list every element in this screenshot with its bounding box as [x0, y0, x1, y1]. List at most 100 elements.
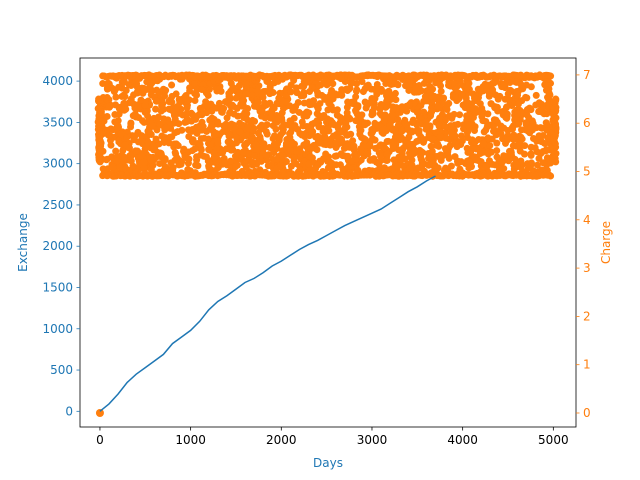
charge-point	[157, 107, 165, 115]
charge-point	[383, 156, 391, 164]
charge-point	[343, 153, 351, 161]
charge-point	[257, 157, 265, 165]
charge-point	[214, 120, 222, 128]
charge-point	[350, 142, 358, 150]
charge-point	[377, 152, 385, 160]
charge-point	[443, 105, 451, 113]
charge-point	[328, 120, 336, 128]
charge-point	[383, 150, 391, 158]
charge-point	[109, 163, 117, 171]
charge-point	[497, 130, 505, 138]
charge-point	[244, 117, 252, 125]
charge-point	[368, 156, 376, 164]
charge-point	[484, 81, 492, 89]
charge-point	[115, 110, 123, 118]
charge-point	[379, 126, 387, 134]
charge-point	[537, 108, 545, 116]
charge-point	[316, 139, 324, 147]
charge-point	[329, 80, 337, 88]
charge-point	[509, 134, 517, 142]
charge-point	[254, 99, 262, 107]
charge-point	[475, 136, 483, 144]
charge-point	[437, 82, 445, 90]
charge-point	[298, 118, 306, 126]
left-y-tick-label: 4000	[42, 74, 73, 88]
charge-point	[191, 79, 199, 87]
charge-point	[488, 160, 496, 168]
right-y-tick-label: 6	[583, 116, 591, 130]
charge-point	[504, 90, 512, 98]
charge-point	[260, 144, 268, 152]
charge-point	[270, 140, 278, 148]
charge-point	[229, 102, 237, 110]
charge-point	[433, 152, 441, 160]
charge-point	[258, 108, 266, 116]
charge-point	[116, 163, 124, 171]
charge-point	[500, 80, 508, 88]
charge-point	[156, 120, 164, 128]
charge-point	[306, 88, 314, 96]
charge-point	[398, 127, 406, 135]
exchange-line-series	[99, 175, 436, 412]
x-tick-label: 2000	[266, 433, 297, 447]
charge-point	[276, 162, 284, 170]
charge-point	[383, 137, 391, 145]
charge-point	[392, 104, 400, 112]
charge-point	[439, 95, 447, 103]
charge-point	[289, 106, 297, 114]
charge-point	[185, 96, 193, 104]
charge-point	[120, 99, 128, 107]
charge-point	[420, 136, 428, 144]
charge-point	[493, 103, 501, 111]
charge-point	[307, 145, 315, 153]
charge-point	[232, 94, 240, 102]
charge-point	[123, 134, 131, 142]
charge-point	[287, 88, 295, 96]
charge-point	[282, 158, 290, 166]
charge-point	[437, 87, 445, 95]
charge-point	[357, 126, 365, 134]
plot-frame	[79, 57, 577, 428]
charge-point	[503, 114, 511, 122]
charge-point	[103, 84, 111, 92]
charge-point	[249, 158, 257, 166]
charge-point	[347, 78, 355, 86]
charge-point	[243, 110, 251, 118]
charge-point	[426, 89, 434, 97]
charge-point	[499, 108, 507, 116]
charge-point	[198, 85, 206, 93]
charge-point	[485, 92, 493, 100]
charge-point	[363, 150, 371, 158]
charge-point	[532, 91, 540, 99]
charge-point	[521, 150, 529, 158]
charge-point	[422, 122, 430, 130]
charge-point	[383, 102, 391, 110]
charge-point	[377, 101, 385, 109]
charge-point	[519, 85, 527, 93]
charge-point	[140, 86, 148, 94]
charge-point	[531, 144, 539, 152]
charge-point	[394, 121, 402, 129]
charge-point	[333, 106, 341, 114]
charge-point	[522, 119, 530, 127]
charge-point	[421, 93, 429, 101]
charge-point	[210, 149, 218, 157]
right-y-axis-title: Charge	[599, 221, 613, 264]
charge-point	[144, 112, 152, 120]
charge-point	[454, 120, 462, 128]
charge-point	[258, 91, 266, 99]
charge-point	[214, 164, 222, 172]
charge-point	[464, 121, 472, 129]
left-y-tick-label: 0	[65, 404, 73, 418]
charge-point	[314, 88, 322, 96]
charge-point	[236, 128, 244, 136]
charge-point	[316, 112, 324, 120]
charge-point	[160, 136, 168, 144]
charge-point	[303, 123, 311, 131]
charge-point	[490, 79, 498, 87]
charge-point	[320, 155, 328, 163]
charge-point	[168, 81, 176, 89]
charge-point	[535, 132, 543, 140]
charge-point	[262, 151, 270, 159]
